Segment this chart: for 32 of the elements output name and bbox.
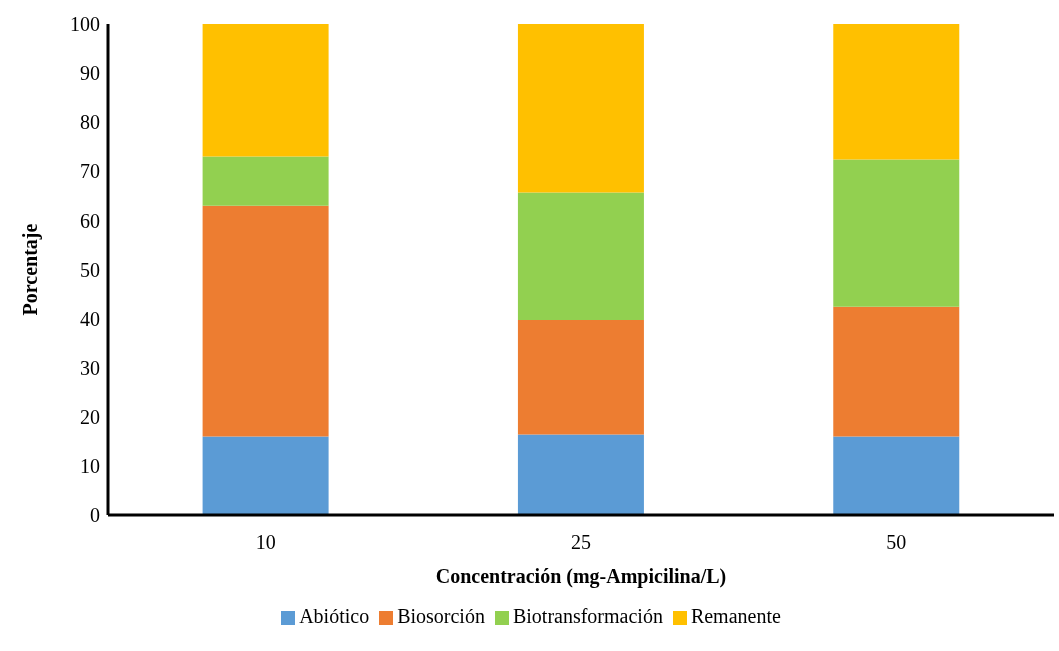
y-tick-label: 30 [80,356,100,379]
bar [517,192,644,321]
y-tick-label: 50 [80,258,100,281]
bar [202,24,329,157]
bar [202,205,329,437]
legend-label: Remanente [690,605,781,627]
legend-label: Biotransformación [512,605,663,627]
legend-label: Biosorción [397,605,485,627]
x-tick-label: 10 [255,531,276,554]
bar [833,436,960,515]
y-tick-label: 0 [90,504,100,527]
bar [202,156,329,206]
x-tick-label: 25 [571,531,591,554]
legend-label: Abiótico [299,605,370,627]
y-axis-title: Porcentaje [19,223,43,316]
y-tick-label: 10 [80,455,100,477]
y-tick-label: 60 [80,209,100,232]
x-axis-title: Concentración (mg-Ampicilina/L) [435,565,727,588]
y-tick-label: 80 [80,111,100,134]
bar [833,24,960,160]
y-tick-label: 20 [80,405,100,428]
bar [833,306,960,437]
y-tick-label: 70 [80,160,100,183]
bar [517,320,644,435]
y-tick-label: 40 [80,307,100,330]
bar [202,436,329,515]
x-tick-label: 50 [886,531,907,554]
y-tick-label: 90 [80,62,100,85]
bar [833,159,960,307]
bar [517,434,644,515]
y-tick-label: 100 [70,13,100,36]
bar [517,24,644,193]
